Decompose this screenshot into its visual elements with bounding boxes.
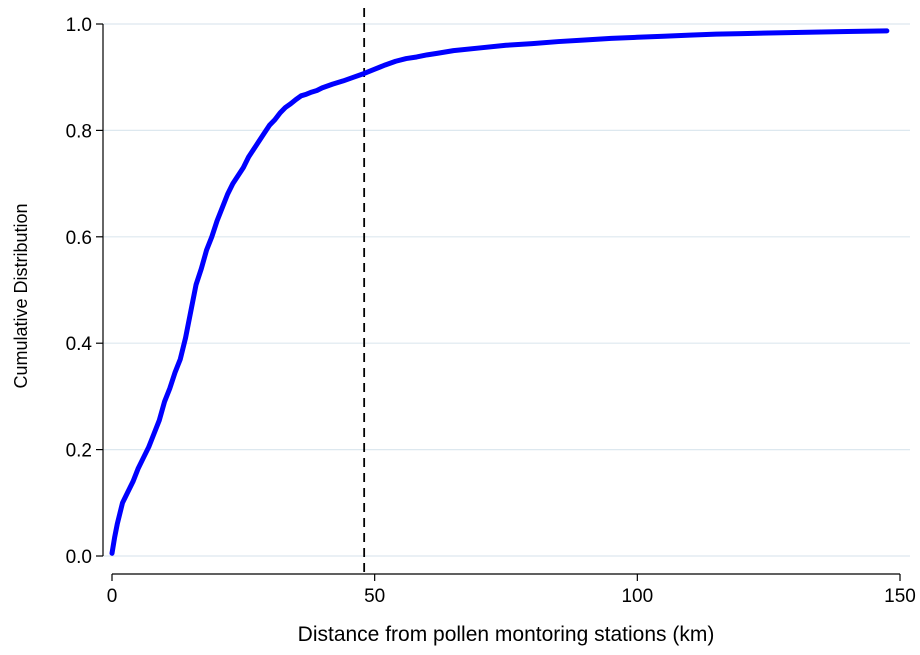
x-axis-title: Distance from pollen montoring stations … <box>298 623 715 646</box>
y-tick-label: 0.6 <box>66 228 92 249</box>
series-layer <box>109 28 890 556</box>
x-tick-label: 0 <box>107 586 118 607</box>
y-tick-label: 0.8 <box>66 121 92 142</box>
series-line <box>109 28 890 556</box>
y-axis-title: Cumulative Distribution <box>11 203 31 388</box>
x-tick-label: 150 <box>884 586 916 607</box>
y-tick-label: 0.4 <box>66 334 93 355</box>
y-tick-label: 0.2 <box>66 441 92 462</box>
grid-lines <box>103 23 910 557</box>
y-tick-label: 0.0 <box>66 547 92 568</box>
x-tick-label: 100 <box>621 586 653 607</box>
y-tick-label: 1.0 <box>66 15 92 36</box>
x-tick-label: 50 <box>364 586 385 607</box>
axes <box>102 24 900 575</box>
ticks: 0.0 0.2 0.4 0.6 0.8 1.0 0 50 100 150 <box>66 15 916 607</box>
